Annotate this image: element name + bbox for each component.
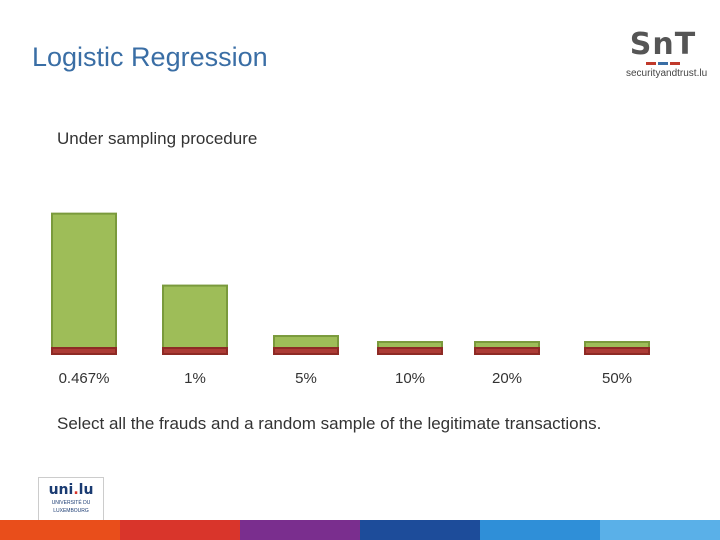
footer-color-strip	[0, 520, 720, 540]
slide-caption: Select all the frauds and a random sampl…	[57, 414, 602, 433]
bar-fraud	[474, 347, 540, 355]
category-label: 50%	[602, 370, 632, 387]
university-logo-name: uni.lu	[48, 482, 94, 498]
undersampling-chart: 0.467% 1% 5% 10% 20% 50%	[51, 212, 650, 387]
university-logo: uni.lu UNIVERSITÉ DU LUXEMBOURG	[38, 477, 104, 521]
footer-segment	[360, 520, 480, 540]
footer-segment	[480, 520, 600, 540]
logo-bar-segment-2	[658, 62, 668, 65]
category-label: 20%	[492, 370, 522, 387]
bar-fraud	[273, 347, 339, 355]
bar-fraud	[584, 347, 650, 355]
snt-logo: SnT securityandtrust.lu	[626, 27, 708, 80]
footer-segment	[600, 520, 720, 540]
category-label: 10%	[395, 370, 425, 387]
slide-title: Logistic Regression	[32, 42, 268, 72]
bar-fraud	[51, 347, 117, 355]
snt-logo-mark: SnT	[629, 27, 697, 62]
footer-segment	[240, 520, 360, 540]
footer-segment	[0, 520, 120, 540]
logo-bar-segment-3	[670, 62, 680, 65]
footer-segment	[120, 520, 240, 540]
bar-fraud	[377, 347, 443, 355]
snt-logo-text: securityandtrust.lu	[626, 68, 708, 79]
university-logo-line-1: UNIVERSITÉ DU	[51, 500, 91, 506]
category-label: 0.467%	[59, 370, 110, 387]
logo-bar-segment-1	[646, 62, 656, 65]
university-logo-line-2: LUXEMBOURG	[53, 508, 89, 514]
bar-legitimate	[273, 335, 339, 350]
bar-legitimate	[51, 212, 117, 349]
bar-legitimate	[162, 284, 228, 350]
snt-logo-bar	[646, 62, 680, 65]
category-label: 5%	[295, 370, 317, 387]
bar-fraud	[162, 347, 228, 355]
slide-subtitle: Under sampling procedure	[57, 129, 258, 148]
category-label: 1%	[184, 370, 206, 387]
